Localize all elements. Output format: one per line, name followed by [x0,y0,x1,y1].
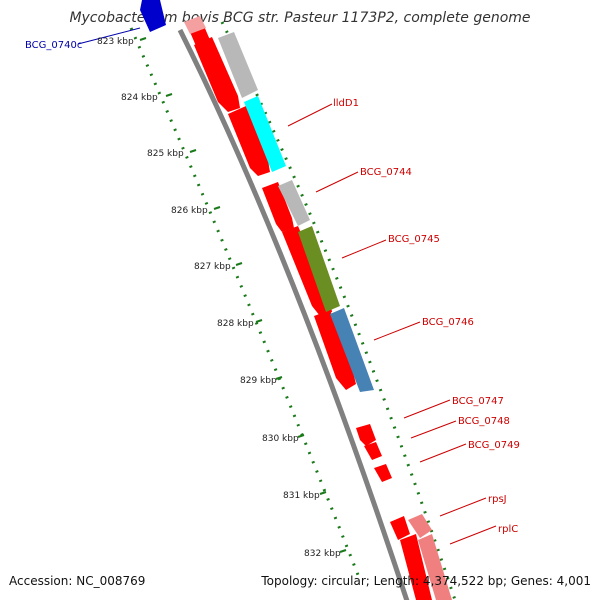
summary-text: Topology: circular; Length: 4,374,522 bp… [261,574,591,588]
feature-steel[interactable] [330,308,374,392]
leader-line [449,525,497,545]
tick-label: 825 kbp [147,149,184,159]
leader-line [373,321,421,341]
feature-pink-top[interactable] [184,16,206,34]
genome-backbone [177,28,410,600]
tick-label: 824 kbp [121,93,158,103]
tick-mark [255,319,263,323]
feature-gray[interactable] [218,32,258,98]
cds-arrow[interactable] [194,37,240,112]
gene-bcg-0740c-leader [77,27,141,45]
gene-label-group: BCG_0740c lldD1 BCG_0744 BCG_0745 BCG_07… [25,40,520,545]
accession-text: Accession: NC_008769 [9,574,146,588]
tick-label: 823 kbp [97,37,134,47]
cds-arrow[interactable] [228,106,270,176]
tick-label: 827 kbp [194,262,231,272]
gene-label-bcg-0749[interactable]: BCG_0749 [468,440,520,451]
gene-label-rpsj[interactable]: rpsJ [488,494,507,505]
tick-mark [297,434,305,438]
tick-label: 828 kbp [217,319,254,329]
gene-label-bcg-0745[interactable]: BCG_0745 [388,234,440,245]
leader-line [287,103,333,127]
cds-arrow[interactable] [356,424,376,446]
tick-mark [139,37,147,41]
tick-mark [339,549,347,553]
feature-gray[interactable] [278,180,310,226]
leader-line [341,239,387,259]
tick-mark [213,206,221,210]
feature-pink[interactable] [418,534,452,600]
leader-line [439,497,487,517]
cds-arrow[interactable] [364,442,382,460]
tick-mark [189,149,197,153]
cds-arrow[interactable] [282,226,332,316]
tick-mark [275,376,283,380]
tick-label: 830 kbp [262,434,299,444]
tick-label: 826 kbp [171,206,208,216]
gene-bcg-0740c-arrow[interactable] [140,0,166,32]
gene-label-bcg-0747[interactable]: BCG_0747 [452,396,504,407]
leader-line [315,171,359,193]
tick-label: 831 kbp [283,491,320,501]
cds-arrow[interactable] [314,310,356,390]
tick-mark [235,262,243,266]
gene-label-bcg-0740c[interactable]: BCG_0740c [25,40,82,51]
gene-label-lldd1[interactable]: lldD1 [333,98,359,109]
cds-arrow[interactable] [262,182,294,232]
feature-pink[interactable] [408,514,432,538]
tick-group: 823 kbp 824 kbp 825 kbp 826 kbp 827 kbp … [97,37,347,559]
cds-arrow[interactable] [390,516,410,540]
feature-cyan[interactable] [244,96,286,172]
tick-label: 829 kbp [240,376,277,386]
tick-mark [165,93,173,97]
cds-arrow[interactable] [400,534,432,600]
leader-line [403,399,451,419]
gene-label-rplc[interactable]: rplC [498,524,518,535]
feature-olive[interactable] [298,226,340,312]
cds-arrow[interactable] [374,464,392,482]
gene-label-bcg-0744[interactable]: BCG_0744 [360,167,412,178]
tick-mark [319,491,327,495]
leader-line [419,443,467,463]
gene-label-bcg-0746[interactable]: BCG_0746 [422,317,474,328]
leader-line [410,420,457,439]
gene-label-bcg-0748[interactable]: BCG_0748 [458,416,510,427]
tick-label: 832 kbp [304,549,341,559]
